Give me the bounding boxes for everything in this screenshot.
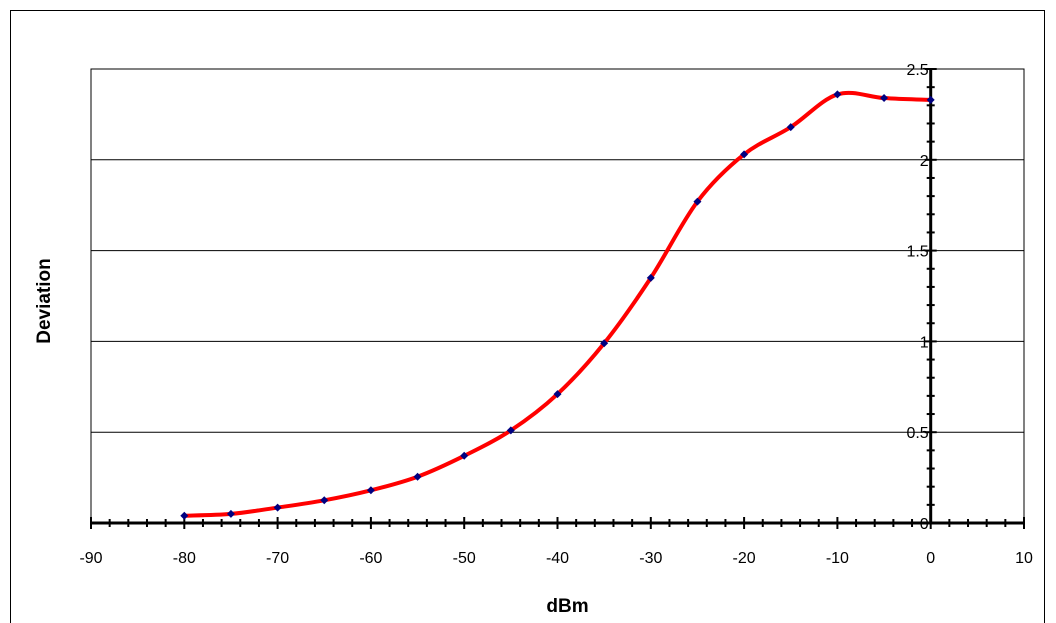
data-point — [366, 486, 375, 495]
data-point — [693, 197, 702, 206]
x-tick-label: -60 — [359, 550, 382, 567]
data-point — [740, 150, 749, 159]
y-tick-label: 0.5 — [906, 425, 928, 442]
x-tick-label: 10 — [1015, 550, 1033, 567]
series-line — [182, 90, 933, 518]
data-point — [180, 511, 189, 520]
axes — [90, 68, 1025, 529]
data-point — [786, 123, 795, 132]
data-point — [506, 426, 515, 435]
x-tick-label: -10 — [826, 550, 849, 567]
x-tick-label: -50 — [453, 550, 476, 567]
y-tick-label: 1 — [920, 334, 929, 351]
data-point — [413, 472, 422, 481]
x-tick-label: -80 — [173, 550, 196, 567]
gridlines — [91, 68, 1024, 433]
plot-area — [90, 68, 1025, 524]
y-axis-title: Deviation — [34, 258, 55, 344]
data-point — [460, 451, 469, 460]
data-point — [646, 273, 655, 282]
x-tick-label: -30 — [639, 550, 662, 567]
x-tick-label: 0 — [926, 550, 935, 567]
y-tick-label: 1.5 — [906, 244, 928, 261]
data-point — [226, 509, 235, 518]
data-point — [833, 90, 842, 99]
data-point — [880, 94, 889, 103]
x-tick-label: -90 — [79, 550, 102, 567]
y-tick-label: 2.5 — [906, 62, 928, 79]
data-point — [320, 496, 329, 505]
data-point — [553, 390, 562, 399]
x-tick-label: -40 — [546, 550, 569, 567]
x-tick-label: -70 — [266, 550, 289, 567]
x-axis-title: dBm — [546, 596, 588, 617]
tick-labels: 0 0.5 1 1.5 2 2.5 -90 -80 -70 -60 -50 -40 -30 -20 -10 0… — [79, 62, 1033, 567]
data-point — [600, 339, 609, 348]
y-tick-label: 2 — [920, 153, 929, 170]
series-layer — [180, 90, 935, 520]
y-tick-label: 0 — [920, 516, 929, 533]
data-point — [273, 503, 282, 512]
data-point — [926, 95, 935, 104]
x-tick-label: -20 — [733, 550, 756, 567]
chart-frame — [10, 10, 1045, 623]
